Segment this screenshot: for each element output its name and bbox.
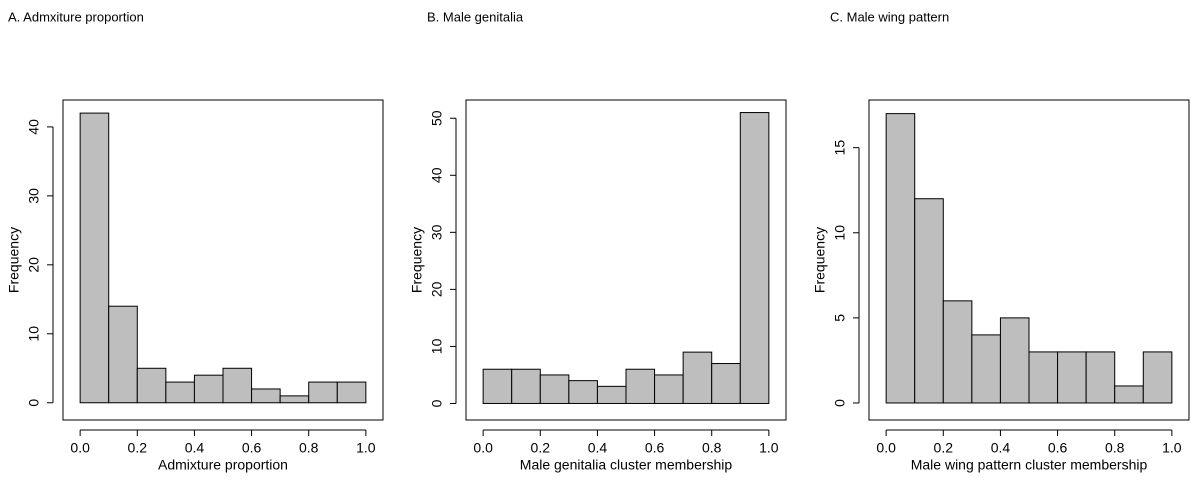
y-tick-label: 10	[832, 225, 848, 241]
x-tick-label: 0.2	[934, 440, 954, 456]
y-tick-label: 5	[832, 314, 848, 322]
y-tick-label: 15	[832, 140, 848, 156]
x-tick-label: 0.6	[645, 440, 665, 456]
bar	[739, 112, 770, 404]
bar	[308, 381, 338, 404]
y-axis-label: Frequency	[6, 227, 22, 293]
bar	[511, 368, 541, 404]
y-tick-label: 10	[429, 338, 445, 354]
y-tick-label: 0	[26, 399, 42, 407]
bar	[596, 385, 627, 404]
x-axis-label: Male wing pattern cluster membership	[911, 457, 1148, 473]
x-tick-label: 0.6	[1048, 440, 1068, 456]
y-tick-label: 0	[832, 399, 848, 407]
x-axis-label: Admixture proportion	[158, 457, 288, 473]
x-tick-label: 1.0	[356, 440, 376, 456]
bar	[999, 317, 1030, 404]
chart-title: B. Male genitalia	[427, 9, 524, 24]
bar	[108, 305, 138, 404]
bar	[682, 351, 713, 404]
y-tick-label: 50	[429, 110, 445, 126]
x-tick-label: 0.4	[588, 440, 608, 456]
bar	[165, 381, 195, 404]
y-tick-label: 0	[429, 399, 445, 407]
bar	[193, 374, 224, 404]
x-tick-label: 0.2	[128, 440, 148, 456]
x-tick-label: 0.4	[991, 440, 1011, 456]
bar	[136, 367, 167, 404]
x-tick-label: 0.8	[299, 440, 319, 456]
chart-title: C. Male wing pattern	[830, 9, 949, 24]
y-axis-label: Frequency	[812, 227, 828, 293]
chart-title: A. Admxiture proportion	[8, 9, 144, 24]
x-tick-label: 0.0	[473, 440, 493, 456]
bar	[1114, 385, 1144, 404]
bar	[251, 388, 281, 404]
x-axis-label: Male genitalia cluster membership	[520, 457, 733, 473]
bar	[711, 363, 741, 404]
y-axis-label: Frequency	[409, 227, 425, 293]
y-tick-label: 20	[26, 257, 42, 273]
bar	[885, 113, 916, 404]
x-tick-label: 0.6	[242, 440, 262, 456]
plot-frame	[62, 99, 384, 421]
bar	[222, 367, 253, 404]
bar	[971, 334, 1001, 404]
x-tick-label: 0.8	[1105, 440, 1125, 456]
bar	[482, 368, 513, 404]
plot-frame	[465, 99, 787, 421]
y-tick-label: 10	[26, 326, 42, 342]
y-tick-label: 30	[26, 188, 42, 204]
bar	[336, 381, 367, 404]
bar	[1142, 351, 1173, 404]
bar	[942, 300, 973, 404]
x-tick-label: 1.0	[759, 440, 779, 456]
bar	[79, 112, 110, 404]
bar	[1057, 351, 1087, 404]
x-tick-label: 0.0	[876, 440, 896, 456]
x-tick-label: 0.0	[70, 440, 90, 456]
bar	[654, 374, 684, 404]
x-tick-label: 0.2	[531, 440, 551, 456]
y-tick-label: 40	[26, 119, 42, 135]
bar	[914, 198, 944, 404]
bar	[1085, 351, 1116, 404]
plot-frame	[868, 99, 1190, 421]
x-tick-label: 0.4	[185, 440, 205, 456]
bar	[539, 374, 570, 404]
x-tick-label: 1.0	[1162, 440, 1182, 456]
bar	[1028, 351, 1059, 404]
x-tick-label: 0.8	[702, 440, 722, 456]
y-tick-label: 30	[429, 224, 445, 240]
bar	[279, 395, 310, 404]
bar	[568, 380, 598, 404]
bar	[625, 368, 656, 404]
y-tick-label: 40	[429, 167, 445, 183]
y-tick-label: 20	[429, 281, 445, 297]
